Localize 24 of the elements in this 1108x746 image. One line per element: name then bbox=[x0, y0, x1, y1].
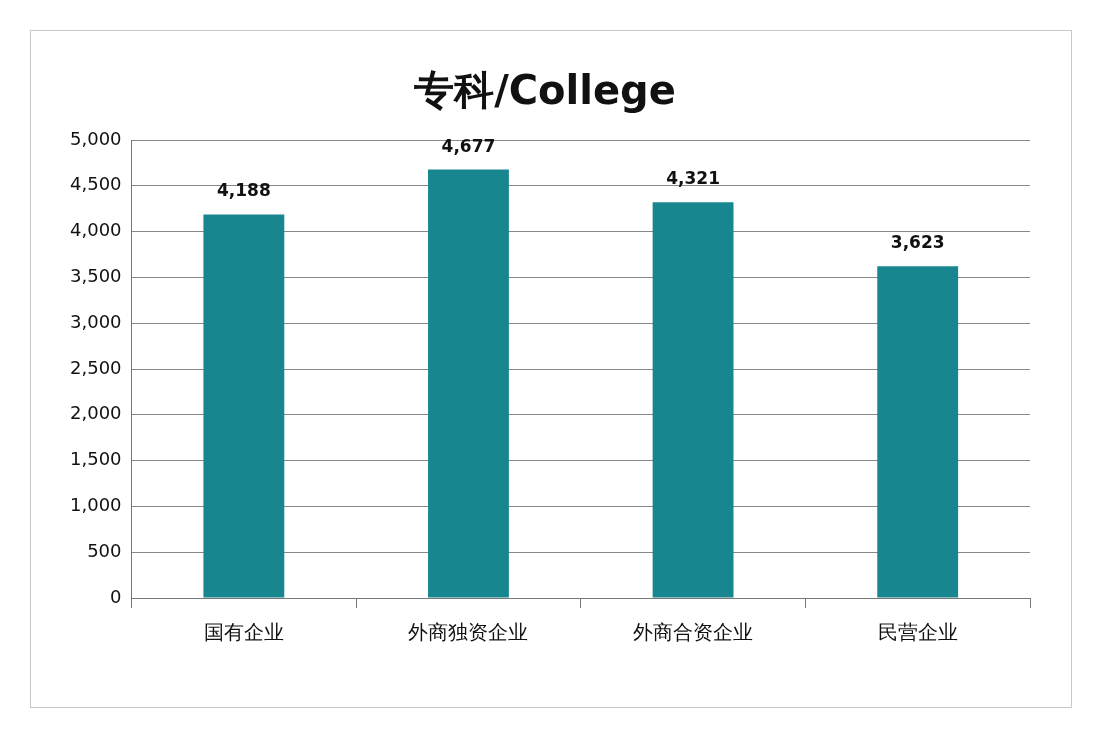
y-tick-label: 1,000 bbox=[70, 494, 122, 516]
bar bbox=[428, 169, 509, 598]
data-label: 3,623 bbox=[890, 232, 945, 253]
x-tick-label: 外商独资企业 bbox=[408, 620, 529, 645]
y-tick-label: 1,500 bbox=[70, 448, 122, 470]
y-tick-label: 500 bbox=[87, 539, 122, 561]
y-tick-label: 5,000 bbox=[70, 127, 122, 149]
y-tick-label: 2,000 bbox=[70, 402, 122, 424]
x-tick-label: 国有企业 bbox=[203, 620, 284, 645]
x-tick-label: 外商合资企业 bbox=[633, 620, 754, 645]
y-tick-label: 3,500 bbox=[70, 265, 122, 287]
data-label: 4,321 bbox=[666, 168, 720, 189]
y-tick-label: 2,500 bbox=[70, 356, 122, 378]
bar bbox=[203, 214, 285, 598]
y-tick-label: 0 bbox=[110, 585, 122, 607]
y-tick-label: 4,500 bbox=[70, 173, 122, 195]
data-label: 4,677 bbox=[441, 135, 496, 156]
bar bbox=[877, 266, 959, 598]
bar bbox=[652, 202, 734, 598]
data-label: 4,188 bbox=[216, 180, 271, 201]
chart-title: 专科/College bbox=[413, 67, 676, 114]
y-tick-label: 4,000 bbox=[70, 219, 122, 241]
x-tick-label: 民营企业 bbox=[877, 620, 958, 645]
y-tick-label: 3,000 bbox=[70, 310, 122, 332]
